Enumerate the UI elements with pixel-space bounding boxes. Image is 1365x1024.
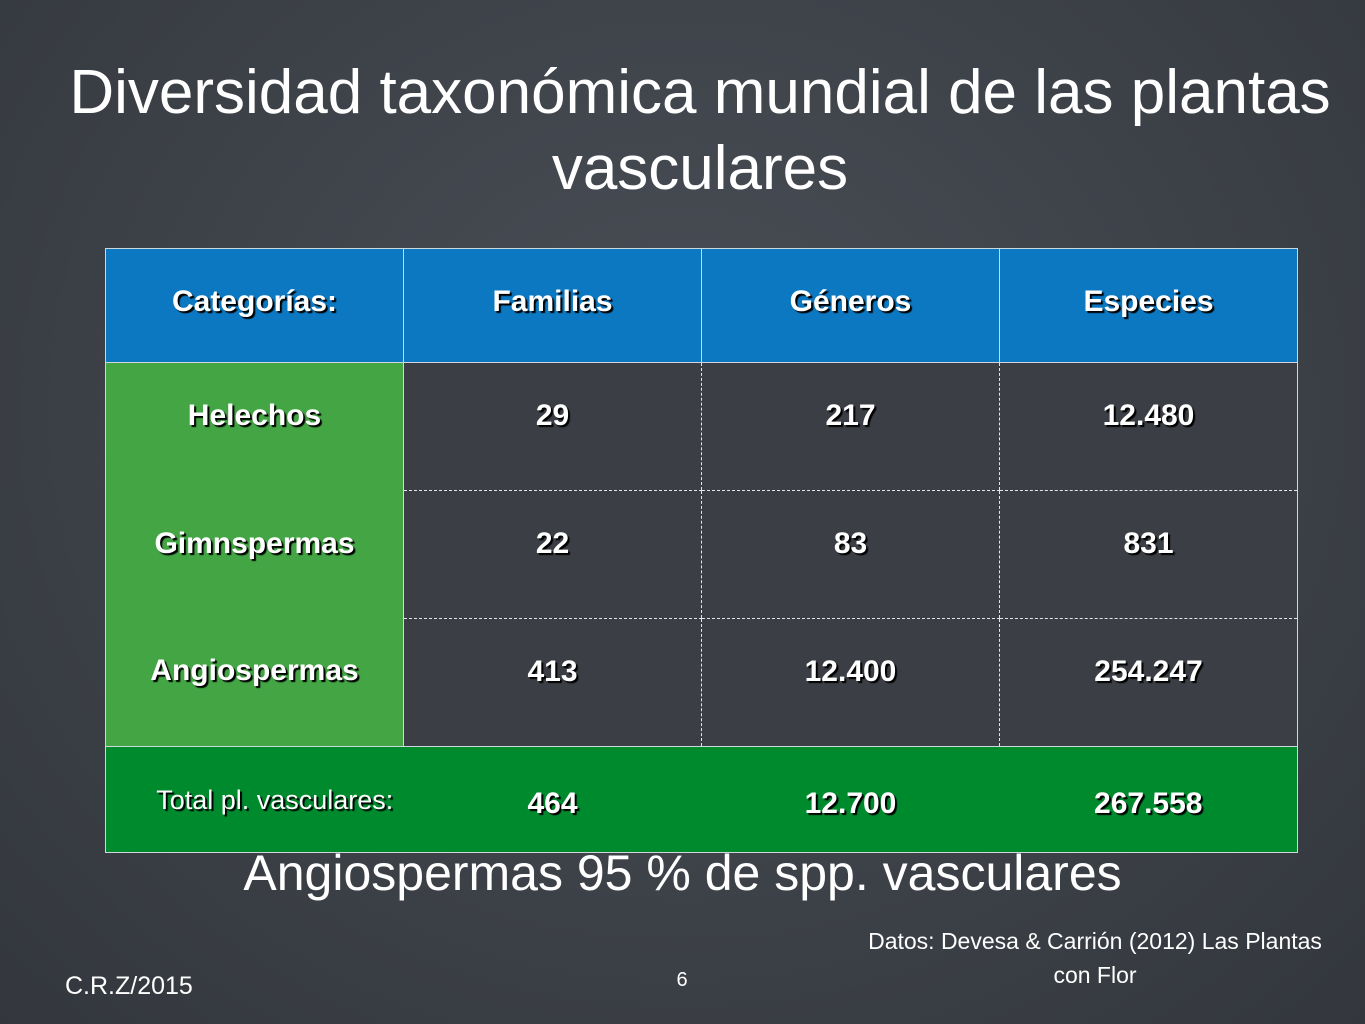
- table-row: Gimnspermas 22 83 831: [105, 490, 1298, 619]
- table-header-row: Categorías: Familias Géneros Especies: [105, 248, 1298, 363]
- total-generos-value: 12.700: [804, 786, 897, 820]
- slide-subtitle: Angiospermas 95 % de spp. vasculares: [243, 845, 1122, 901]
- total-generos: 12.700: [701, 746, 1000, 853]
- table-total-row: Total pl. vasculares: 464 12.700 267.558: [105, 746, 1298, 853]
- total-especies-value: 267.558: [1094, 786, 1203, 820]
- cell-especies: 12.480: [999, 362, 1298, 491]
- row-category: Gimnspermas: [105, 490, 404, 619]
- row-category: Helechos: [105, 362, 404, 491]
- cell-familias: 413: [403, 618, 702, 747]
- total-familias-value: 464: [527, 786, 578, 820]
- header-familias: Familias: [403, 248, 702, 363]
- page-number: 6: [676, 969, 688, 991]
- cell-generos: 217: [701, 362, 1000, 491]
- author-credit: C.R.Z/2015: [65, 972, 193, 1000]
- row-category: Angiospermas: [105, 618, 404, 747]
- cell-familias: 22: [403, 490, 702, 619]
- cell-especies: 831: [999, 490, 1298, 619]
- taxonomy-table: Categorías: Familias Géneros Especies He…: [105, 248, 1298, 853]
- header-generos: Géneros: [701, 248, 1000, 363]
- header-categorias: Categorías:: [105, 248, 404, 363]
- total-especies: 267.558: [999, 746, 1298, 853]
- cell-familias: 29: [403, 362, 702, 491]
- header-especies: Especies: [999, 248, 1298, 363]
- total-familias: 464: [403, 746, 702, 853]
- table-row: Angiospermas 413 12.400 254.247: [105, 618, 1298, 747]
- slide-title: Diversidad taxonómica mundial de las pla…: [69, 58, 1331, 203]
- cell-generos: 83: [701, 490, 1000, 619]
- table-row: Helechos 29 217 12.480: [105, 362, 1298, 491]
- total-label: Total pl. vasculares:: [105, 746, 404, 853]
- cell-generos: 12.400: [701, 618, 1000, 747]
- cell-especies: 254.247: [999, 618, 1298, 747]
- source-citation: Datos: Devesa & Carrión (2012) Las Plant…: [868, 928, 1322, 988]
